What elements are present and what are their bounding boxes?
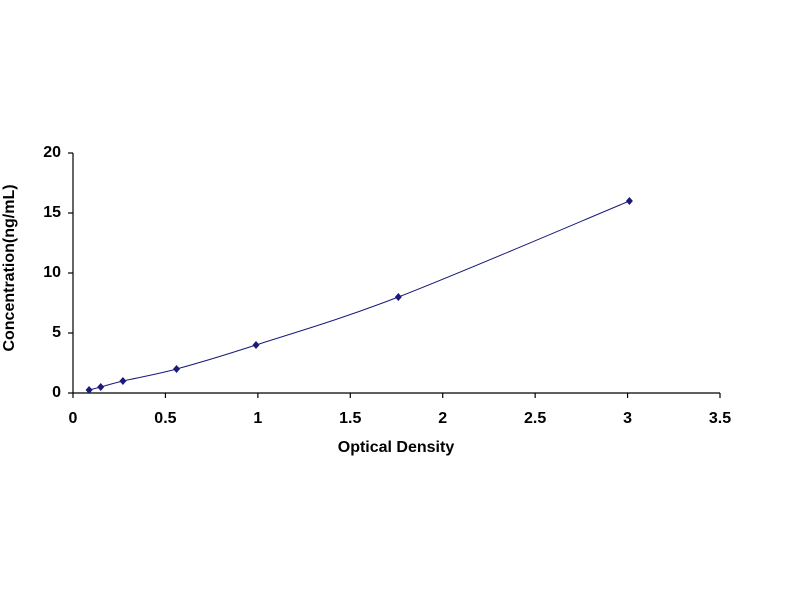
x-tick-label: 3.5 bbox=[709, 410, 731, 427]
x-tick-label: 3 bbox=[623, 410, 632, 427]
y-tick-label: 0 bbox=[52, 384, 61, 401]
x-tick-label: 2.5 bbox=[524, 410, 546, 427]
data-point bbox=[85, 386, 93, 394]
data-point bbox=[252, 341, 260, 349]
y-tick-label: 5 bbox=[52, 324, 61, 341]
x-tick-label: 1 bbox=[253, 410, 262, 427]
fit-curve bbox=[88, 200, 630, 391]
data-point bbox=[97, 383, 105, 391]
x-tick-label: 2 bbox=[438, 410, 447, 427]
data-point bbox=[173, 365, 181, 373]
data-point bbox=[119, 377, 127, 385]
x-tick-label: 0.5 bbox=[154, 410, 176, 427]
y-tick-label: 20 bbox=[43, 144, 61, 161]
x-axis-title: Optical Density bbox=[338, 439, 455, 456]
data-point bbox=[394, 293, 402, 301]
y-tick-label: 10 bbox=[43, 264, 61, 281]
x-tick-label: 1.5 bbox=[339, 410, 361, 427]
data-point bbox=[625, 197, 633, 205]
y-tick-label: 15 bbox=[43, 204, 61, 221]
y-axis-title: Concentration(ng/mL) bbox=[1, 184, 18, 351]
x-tick-label: 0 bbox=[69, 410, 78, 427]
